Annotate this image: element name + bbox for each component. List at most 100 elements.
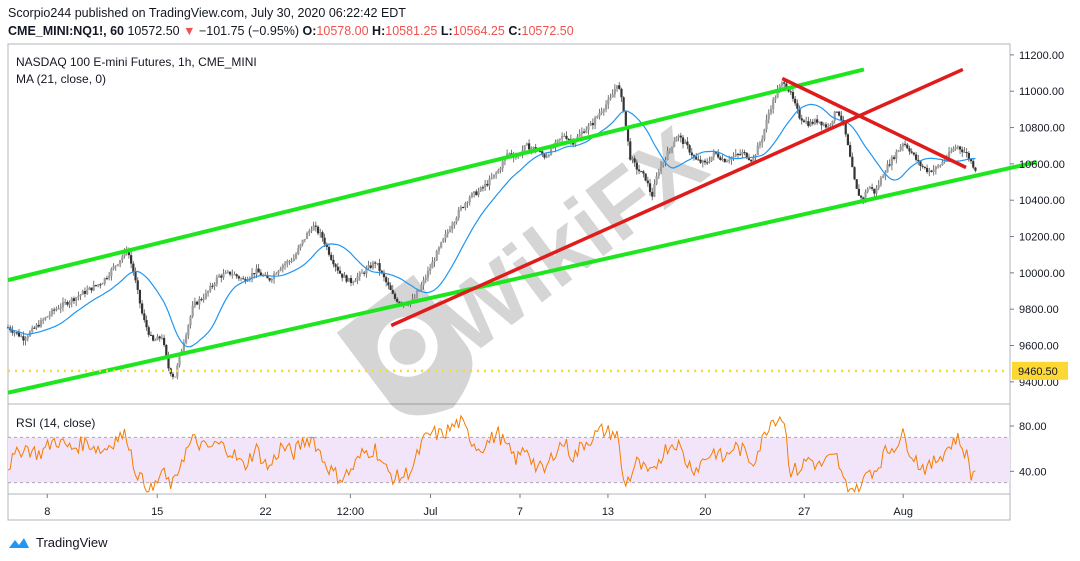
candle-body bbox=[706, 162, 709, 164]
candle-body bbox=[336, 266, 339, 271]
candle-body bbox=[294, 254, 298, 259]
candle-body bbox=[688, 145, 691, 153]
candle-body bbox=[358, 272, 361, 277]
candle-body bbox=[767, 112, 770, 120]
candle-body bbox=[149, 334, 153, 336]
price-line-label: 9460.50 bbox=[1018, 366, 1058, 378]
candle-body bbox=[431, 261, 434, 269]
y-tick-label: 10800.00 bbox=[1019, 123, 1065, 135]
candle-body bbox=[477, 191, 480, 196]
candle-body bbox=[33, 327, 36, 329]
candle-body bbox=[301, 239, 304, 245]
candle-body bbox=[24, 338, 27, 341]
candle-body bbox=[701, 160, 704, 163]
candle-body bbox=[769, 109, 773, 113]
candle-body bbox=[101, 283, 104, 285]
candle-body bbox=[598, 113, 601, 117]
candle-body bbox=[319, 232, 322, 234]
candle-body bbox=[864, 191, 867, 200]
candle-body bbox=[198, 299, 201, 305]
candle-body bbox=[224, 272, 227, 274]
candle-body bbox=[754, 154, 757, 158]
candle-body bbox=[670, 146, 674, 149]
candle-body bbox=[545, 156, 548, 158]
candle-body bbox=[725, 160, 729, 163]
candle-body bbox=[734, 153, 737, 157]
candle-body bbox=[250, 273, 254, 278]
candle-body bbox=[435, 251, 438, 261]
candle-body bbox=[717, 153, 720, 158]
candle-body bbox=[879, 178, 883, 185]
candle-body bbox=[567, 138, 570, 140]
candle-body bbox=[44, 317, 47, 320]
candle-body bbox=[664, 159, 667, 163]
candle-body bbox=[855, 179, 858, 189]
candle-body bbox=[64, 302, 67, 304]
candle-body bbox=[174, 376, 177, 378]
candle-body bbox=[954, 147, 957, 149]
candle-body bbox=[105, 278, 109, 280]
candle-body bbox=[195, 301, 199, 305]
candle-body bbox=[591, 123, 594, 126]
candle-body bbox=[17, 332, 21, 337]
candle-body bbox=[90, 287, 93, 291]
candle-body bbox=[462, 207, 465, 209]
candle-body bbox=[899, 146, 902, 151]
tradingview-logo-icon bbox=[9, 537, 29, 548]
candle-body bbox=[560, 136, 564, 139]
rsi-panel: 40.00 80.00 RSI (14, close) bbox=[7, 414, 1047, 494]
symbol-ohlc-row: CME_MINI:NQ1!, 60 10572.50 ▼ −101.75 (−0… bbox=[8, 22, 574, 40]
candle-body bbox=[211, 285, 214, 287]
candle-body bbox=[127, 252, 131, 256]
candle-body bbox=[631, 158, 634, 160]
candle-body bbox=[809, 121, 812, 127]
candle-body bbox=[72, 298, 76, 301]
candle-body bbox=[624, 111, 627, 126]
candle-body bbox=[481, 187, 485, 189]
candle-body bbox=[648, 183, 652, 192]
candle-body bbox=[288, 261, 291, 263]
candle-body bbox=[349, 278, 353, 283]
candle-body bbox=[35, 324, 38, 329]
candle-body bbox=[789, 91, 792, 93]
candle-body bbox=[385, 277, 388, 283]
candle-body bbox=[611, 94, 614, 98]
candle-body bbox=[123, 250, 126, 257]
candle-body bbox=[26, 336, 29, 339]
candle-body bbox=[475, 191, 478, 196]
candle-body bbox=[974, 167, 977, 171]
candle-body bbox=[857, 188, 861, 196]
candle-body bbox=[138, 289, 142, 304]
candle-body bbox=[464, 203, 467, 208]
y-tick-label: 9800.00 bbox=[1019, 304, 1059, 316]
down-arrow-icon: ▼ bbox=[183, 24, 196, 38]
candle-body bbox=[888, 164, 891, 166]
symbol-label[interactable]: CME_MINI:NQ1!, 60 bbox=[8, 24, 124, 38]
candle-body bbox=[376, 263, 379, 265]
brand-text[interactable]: TradingView bbox=[36, 535, 108, 550]
candle-body bbox=[686, 141, 689, 146]
candle-body bbox=[589, 123, 592, 126]
candle-body bbox=[800, 118, 803, 121]
candle-body bbox=[783, 82, 786, 84]
candle-body bbox=[690, 152, 693, 156]
candle-body bbox=[877, 184, 880, 189]
candle-body bbox=[314, 225, 317, 227]
candle-body bbox=[607, 99, 610, 105]
candle-body bbox=[778, 85, 781, 90]
candle-body bbox=[541, 151, 544, 155]
candle-body bbox=[156, 336, 159, 341]
candle-body bbox=[369, 265, 372, 268]
candle-body bbox=[798, 108, 801, 119]
candle-body bbox=[479, 187, 482, 192]
candle-body bbox=[184, 335, 188, 344]
rsi-y-tick-label: 80.00 bbox=[1019, 421, 1047, 433]
candle-body bbox=[914, 154, 918, 160]
candle-body bbox=[292, 258, 295, 261]
candle-body bbox=[574, 141, 577, 145]
candle-body bbox=[486, 183, 489, 186]
candle-body bbox=[813, 119, 817, 124]
candle-body bbox=[497, 170, 500, 173]
candle-body bbox=[613, 88, 616, 95]
